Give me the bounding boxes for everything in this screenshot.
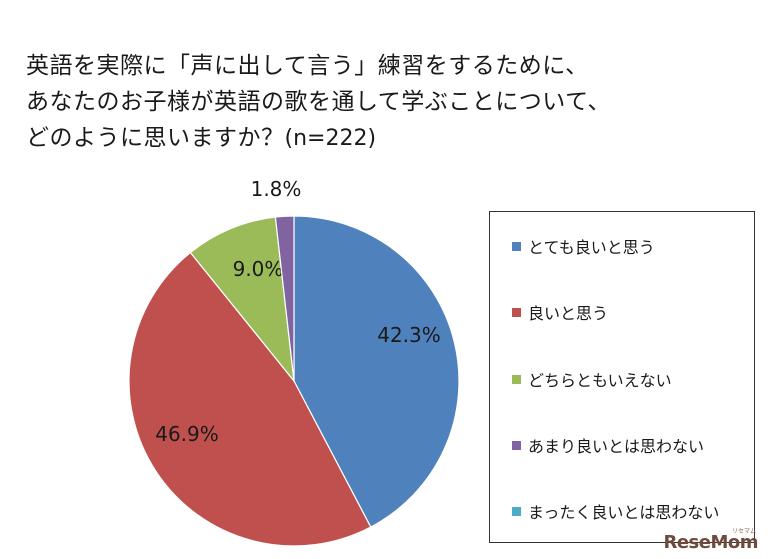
pie-slice-3 [189,216,295,383]
legend-swatch [512,440,521,450]
sample-size: (n=222) [284,126,377,151]
legend-swatch [512,374,521,384]
legend-item-1: とても良いと思う [512,234,655,258]
legend-item-5: まったく良いとは思わない [512,499,719,523]
legend-swatch [512,241,521,251]
title-line-2: あなたのお子様が英語の歌を通して学ぶことについて、 [26,89,611,115]
data-label-3: 9.0% [233,257,284,281]
legend-label: あまり良いとは思わない [528,437,705,456]
title-line-3: どのように思いますか？(n=222) [26,120,756,157]
pie-slice-1 [293,215,460,528]
legend-item-4: あまり良いとは思わない [512,433,704,457]
title-line-3-text: どのように思いますか？ [26,125,285,151]
pie-slice-2 [128,251,372,547]
data-label-2: 46.9% [155,422,219,446]
legend: とても良いと思う 良いと思うどちらともいえないあまり良いとは思わない まったく良いと… [489,211,755,543]
title-line-1: 英語を実際に「声に出して言う」練習をするために、 [26,53,589,79]
data-label-4: 1.8% [251,177,302,201]
legend-swatch [512,506,521,516]
resemom-logo: リセマム ReseMom [663,528,758,553]
legend-label: どちらともいえない [528,371,672,390]
pie-slice-4 [274,215,295,382]
chart-title: 英語を実際に「声に出して言う」練習をするために、 あなたのお子様が英語の歌を通し… [26,48,756,157]
legend-label: とても良いと思う [528,238,655,257]
data-label-1: 42.3% [377,323,441,347]
resemom-logo-kana: リセマム [731,528,756,535]
legend-item-2: 良いと思う [512,300,608,324]
legend-label: 良いと思う [528,304,609,323]
legend-label: まったく良いとは思わない [528,503,720,522]
legend-item-3: どちらともいえない [512,367,672,391]
legend-swatch [512,307,521,317]
resemom-logo-text: ReseMom [663,532,758,553]
